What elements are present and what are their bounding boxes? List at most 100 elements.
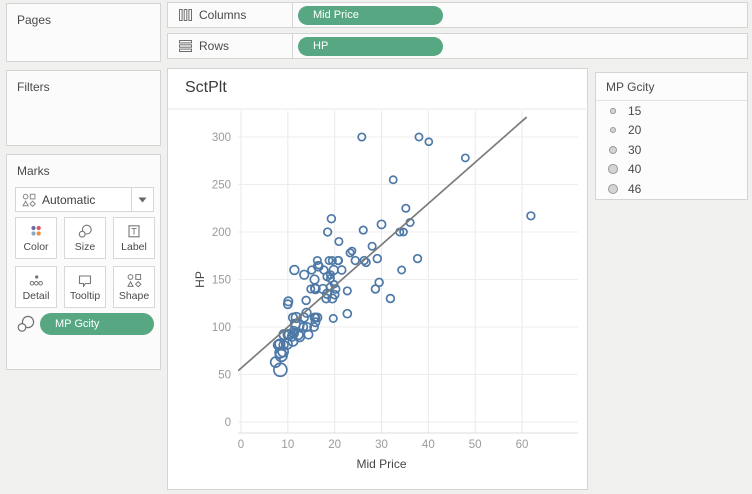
- detail-button[interactable]: Detail: [15, 266, 57, 308]
- label-button-label: Label: [121, 240, 147, 253]
- scatter-point[interactable]: [329, 289, 340, 300]
- shape-button[interactable]: Shape: [113, 266, 155, 308]
- x-tick-label: 60: [516, 439, 529, 451]
- size-button[interactable]: Size: [64, 217, 106, 259]
- scatter-point[interactable]: [357, 132, 367, 142]
- scatter-point[interactable]: [289, 264, 300, 276]
- detail-icon: [29, 274, 43, 286]
- trend-line[interactable]: [238, 116, 528, 372]
- x-tick-label: 10: [281, 439, 294, 451]
- rows-shelf-label[interactable]: Rows: [168, 34, 293, 58]
- mark-type-dropdown[interactable]: Automatic: [15, 187, 154, 212]
- marks-shelf-pill-row: MP Gcity: [15, 313, 154, 335]
- scatter-point[interactable]: [306, 284, 316, 294]
- columns-icon: [179, 9, 192, 21]
- scatter-point[interactable]: [336, 265, 347, 275]
- scatter-point[interactable]: [401, 203, 411, 213]
- scatter-point[interactable]: [367, 241, 377, 251]
- size-legend-value: 46: [628, 181, 642, 196]
- scatter-point[interactable]: [310, 317, 321, 328]
- scatter-point[interactable]: [312, 255, 322, 266]
- marks-button-grid: Color Size T Label: [15, 217, 156, 308]
- size-legend-card[interactable]: MP Gcity 15 20 30 40 46: [595, 72, 748, 200]
- scatter-point[interactable]: [388, 175, 398, 185]
- scatter-point[interactable]: [326, 213, 337, 224]
- x-axis-title: Mid Price: [356, 457, 406, 471]
- scatter-point[interactable]: [278, 339, 289, 351]
- x-tick-label: 20: [328, 439, 341, 451]
- scatter-point[interactable]: [526, 211, 536, 221]
- scatter-point[interactable]: [299, 269, 310, 280]
- scatter-point[interactable]: [272, 362, 288, 378]
- scatter-point[interactable]: [327, 255, 337, 266]
- scatter-point[interactable]: [326, 274, 335, 283]
- scatter-point[interactable]: [424, 137, 434, 147]
- scatter-point[interactable]: [334, 236, 344, 247]
- scatter-point[interactable]: [376, 219, 387, 230]
- scatter-point[interactable]: [309, 274, 320, 285]
- scatter-point[interactable]: [350, 255, 360, 266]
- filters-shelf-card[interactable]: Filters: [6, 70, 161, 146]
- scatter-point[interactable]: [414, 132, 424, 142]
- scatter-point[interactable]: [345, 248, 355, 258]
- scatter-point[interactable]: [286, 331, 298, 342]
- scatter-point[interactable]: [319, 265, 329, 275]
- scatter-point[interactable]: [342, 286, 352, 296]
- size-legend-title: MP Gcity: [596, 73, 747, 101]
- scatter-point[interactable]: [399, 227, 408, 237]
- color-button[interactable]: Color: [15, 217, 57, 259]
- scatter-point[interactable]: [309, 322, 319, 332]
- scatter-point[interactable]: [412, 253, 423, 264]
- scatter-point[interactable]: [325, 270, 336, 280]
- scatter-point[interactable]: [301, 295, 311, 306]
- scatter-point[interactable]: [333, 255, 343, 266]
- columns-shelf[interactable]: Columns Mid Price: [167, 2, 748, 28]
- scatter-point[interactable]: [460, 153, 470, 163]
- scatter-point[interactable]: [303, 329, 314, 340]
- color-button-label: Color: [23, 240, 49, 253]
- columns-pill-mid-price[interactable]: Mid Price: [298, 5, 443, 25]
- size-legend-row: 20: [596, 121, 747, 141]
- rows-pill-hp[interactable]: HP: [298, 36, 443, 56]
- chevron-down-icon: [138, 197, 147, 202]
- scatter-point[interactable]: [324, 256, 334, 265]
- detail-button-label: Detail: [22, 289, 50, 302]
- size-button-label: Size: [74, 240, 96, 253]
- scatter-point[interactable]: [342, 308, 353, 319]
- scatter-point[interactable]: [359, 255, 369, 266]
- size-legend-circle: [608, 164, 618, 175]
- mark-type-value: Automatic: [42, 192, 96, 207]
- x-tick-label: 0: [238, 439, 244, 451]
- scatter-point[interactable]: [370, 284, 381, 294]
- scatter-point[interactable]: [280, 338, 293, 351]
- marks-title: Marks: [17, 164, 50, 178]
- y-tick-label: 150: [212, 275, 231, 287]
- scatter-point[interactable]: [322, 227, 333, 237]
- scatter-point[interactable]: [358, 225, 368, 235]
- dropdown-caret-button[interactable]: [131, 188, 153, 211]
- y-tick-label: 250: [212, 180, 231, 192]
- rows-pill-label: HP: [313, 40, 329, 52]
- scatter-point[interactable]: [385, 293, 396, 304]
- scatter-point[interactable]: [347, 246, 357, 256]
- tooltip-button[interactable]: Tooltip: [64, 266, 106, 308]
- scatter-point[interactable]: [301, 307, 312, 318]
- rows-shelf[interactable]: Rows HP: [167, 33, 748, 59]
- scatter-point[interactable]: [282, 299, 293, 310]
- pages-shelf-card[interactable]: Pages: [6, 3, 161, 62]
- marks-pill-mp-gcity[interactable]: MP Gcity: [40, 313, 154, 335]
- scatter-plot[interactable]: 0 10 20 30 40 50 60 0 50 100 150 200 250 300 Mid Price…: [168, 69, 589, 491]
- size-icon: [78, 224, 92, 238]
- label-button[interactable]: T Label: [113, 217, 155, 259]
- scatter-point[interactable]: [290, 311, 302, 324]
- shape-icon: [127, 273, 142, 288]
- scatter-point[interactable]: [328, 313, 338, 324]
- scatter-point[interactable]: [372, 253, 383, 264]
- scatter-point[interactable]: [397, 265, 407, 275]
- tooltip-icon: [78, 274, 92, 287]
- scatter-point[interactable]: [312, 312, 323, 323]
- scatter-point[interactable]: [287, 335, 299, 347]
- columns-shelf-label[interactable]: Columns: [168, 3, 293, 27]
- x-tick-label: 40: [422, 439, 435, 451]
